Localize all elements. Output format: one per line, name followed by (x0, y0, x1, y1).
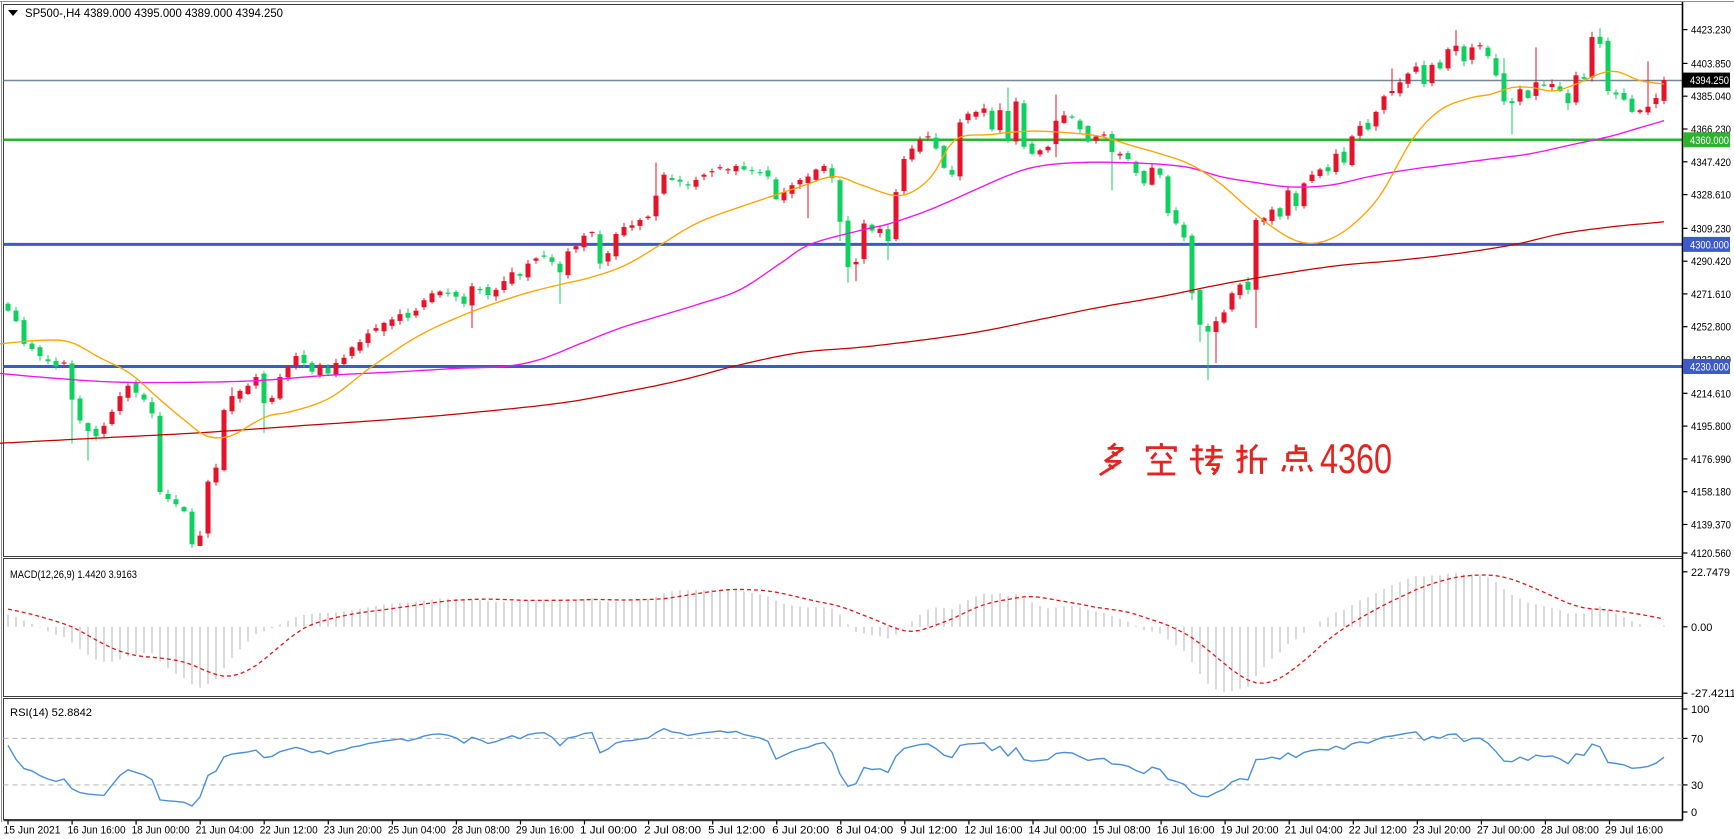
svg-text:SP500-,H4 4389.000 4395.000 4: SP500-,H4 4389.000 4395.000 4389.000 439… (25, 6, 283, 20)
svg-text:4423.230: 4423.230 (1691, 25, 1731, 37)
svg-text:4252.800: 4252.800 (1691, 322, 1731, 334)
svg-text:16 Jul 16:00: 16 Jul 16:00 (1157, 825, 1215, 837)
svg-text:15 Jul 08:00: 15 Jul 08:00 (1093, 825, 1151, 837)
svg-text:2 Jul 08:00: 2 Jul 08:00 (644, 825, 701, 837)
svg-text:28 Jun 08:00: 28 Jun 08:00 (452, 825, 510, 837)
svg-text:15 Jun 2021: 15 Jun 2021 (4, 825, 61, 837)
svg-text:4403.850: 4403.850 (1691, 58, 1731, 70)
svg-text:29 Jul 16:00: 29 Jul 16:00 (1605, 825, 1663, 837)
svg-text:21 Jul 04:00: 21 Jul 04:00 (1285, 825, 1343, 837)
svg-text:4300.000: 4300.000 (1690, 239, 1729, 251)
svg-text:1 Jul 00:00: 1 Jul 00:00 (580, 825, 637, 837)
svg-text:14 Jul 00:00: 14 Jul 00:00 (1029, 825, 1087, 837)
svg-text:8 Jul 04:00: 8 Jul 04:00 (836, 825, 893, 837)
svg-text:28 Jul 08:00: 28 Jul 08:00 (1541, 825, 1599, 837)
svg-text:23 Jul 20:00: 23 Jul 20:00 (1413, 825, 1471, 837)
svg-text:18 Jun 00:00: 18 Jun 00:00 (132, 825, 190, 837)
svg-text:-27.4211: -27.4211 (1691, 688, 1734, 700)
svg-text:4347.420: 4347.420 (1691, 157, 1731, 169)
svg-text:21 Jun 04:00: 21 Jun 04:00 (196, 825, 254, 837)
svg-text:29 Jun 16:00: 29 Jun 16:00 (516, 825, 574, 837)
svg-text:16 Jun 16:00: 16 Jun 16:00 (68, 825, 126, 837)
svg-text:6 Jul 20:00: 6 Jul 20:00 (772, 825, 829, 837)
svg-text:4120.560: 4120.560 (1691, 548, 1731, 560)
svg-text:MACD(12,26,9) 1.4420 3.9163: MACD(12,26,9) 1.4420 3.9163 (10, 569, 137, 581)
svg-text:30: 30 (1691, 780, 1703, 792)
svg-text:22.7479: 22.7479 (1691, 567, 1730, 579)
svg-text:0.00: 0.00 (1691, 622, 1712, 634)
svg-text:4360: 4360 (1320, 435, 1392, 482)
svg-text:4394.250: 4394.250 (1690, 75, 1729, 87)
svg-text:4230.000: 4230.000 (1690, 362, 1729, 374)
svg-text:4290.420: 4290.420 (1691, 256, 1731, 268)
svg-text:4176.990: 4176.990 (1691, 454, 1731, 466)
svg-text:100: 100 (1691, 704, 1709, 716)
svg-text:4328.610: 4328.610 (1691, 190, 1731, 202)
svg-text:9 Jul 12:00: 9 Jul 12:00 (900, 825, 957, 837)
svg-text:23 Jun 20:00: 23 Jun 20:00 (324, 825, 382, 837)
svg-text:4385.040: 4385.040 (1691, 91, 1731, 103)
svg-text:0: 0 (1691, 807, 1697, 819)
svg-text:70: 70 (1691, 733, 1703, 745)
svg-text:RSI(14) 52.8842: RSI(14) 52.8842 (10, 707, 92, 719)
svg-text:4158.180: 4158.180 (1691, 487, 1731, 499)
svg-text:5 Jul 12:00: 5 Jul 12:00 (708, 825, 765, 837)
svg-text:4309.230: 4309.230 (1691, 223, 1731, 235)
svg-text:4360.000: 4360.000 (1690, 135, 1729, 147)
svg-text:4271.610: 4271.610 (1691, 289, 1731, 301)
svg-text:4139.370: 4139.370 (1691, 520, 1731, 532)
svg-text:4214.610: 4214.610 (1691, 388, 1731, 400)
svg-text:4195.800: 4195.800 (1691, 421, 1731, 433)
svg-text:22 Jul 12:00: 22 Jul 12:00 (1349, 825, 1407, 837)
svg-text:27 Jul 00:00: 27 Jul 00:00 (1477, 825, 1535, 837)
svg-text:25 Jun 04:00: 25 Jun 04:00 (388, 825, 446, 837)
svg-text:19 Jul 20:00: 19 Jul 20:00 (1221, 825, 1279, 837)
svg-text:22 Jun 12:00: 22 Jun 12:00 (260, 825, 318, 837)
svg-text:12 Jul 16:00: 12 Jul 16:00 (964, 825, 1022, 837)
